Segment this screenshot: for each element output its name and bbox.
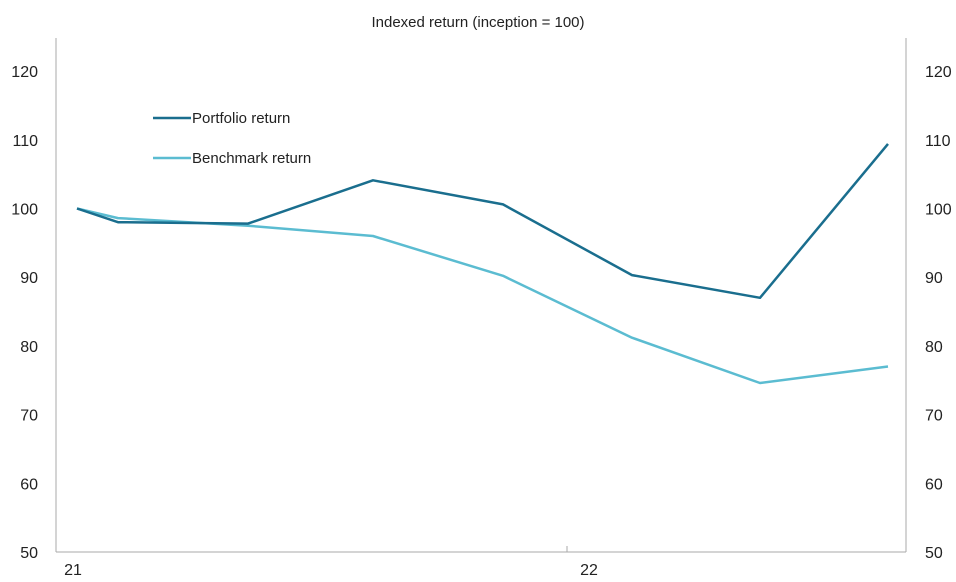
y-tick-label-left: 90 xyxy=(20,270,38,287)
chart-title: Indexed return (inception = 100) xyxy=(371,14,584,31)
right-y-tick-labels: 50 60 70 80 90 100 110 120 xyxy=(925,64,952,562)
legend-label-portfolio: Portfolio return xyxy=(192,110,290,127)
y-tick-label-left: 100 xyxy=(11,202,38,219)
series-line-benchmark xyxy=(76,207,889,385)
y-tick-label-right: 110 xyxy=(925,133,951,150)
y-tick-label-left: 120 xyxy=(11,64,38,81)
y-tick-label-right: 90 xyxy=(925,270,943,287)
y-tick-label-left: 80 xyxy=(20,339,38,356)
y-tick-label-right: 100 xyxy=(925,202,952,219)
y-tick-label-right: 50 xyxy=(925,545,943,562)
y-tick-label-left: 70 xyxy=(20,408,38,425)
y-tick-label-right: 120 xyxy=(925,64,952,81)
series-line-portfolio xyxy=(76,143,889,300)
y-tick-label-left: 60 xyxy=(20,476,38,493)
x-tick-label-21: 21 xyxy=(64,562,82,579)
y-tick-label-left: 110 xyxy=(12,133,38,150)
left-y-tick-labels: 50 60 70 80 90 100 110 120 xyxy=(11,64,38,562)
x-tick-label-22: 22 xyxy=(580,562,598,579)
y-tick-label-right: 80 xyxy=(925,339,943,356)
y-tick-label-right: 60 xyxy=(925,476,943,493)
legend-label-benchmark: Benchmark return xyxy=(192,150,311,167)
y-tick-label-right: 70 xyxy=(925,408,943,425)
series-layer xyxy=(76,143,889,385)
y-tick-label-left: 50 xyxy=(20,545,38,562)
legend: Portfolio return Benchmark return xyxy=(153,110,311,167)
